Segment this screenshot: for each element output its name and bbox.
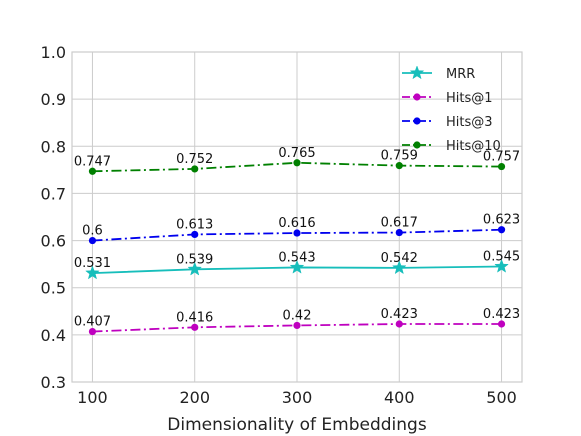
data-label: 0.747: [74, 154, 111, 169]
data-label: 0.6: [82, 224, 103, 239]
data-point: [88, 236, 97, 245]
data-point: [293, 321, 301, 330]
data-point: [391, 260, 407, 275]
series-hits-1: 0.407 0.416 0.42 0.423 0.423: [74, 307, 520, 336]
legend-item: Hits@10: [402, 139, 501, 154]
legend-marker: [413, 141, 421, 149]
x-tick-label: 100: [77, 388, 108, 407]
data-label: 0.531: [74, 256, 111, 271]
data-point: [494, 258, 509, 273]
legend-marker: [409, 65, 425, 80]
data-point: [395, 228, 403, 237]
series-mrr: 0.531 0.539 0.543 0.542 0.545: [74, 250, 520, 280]
legend-item: Hits@3: [402, 115, 493, 130]
y-tick-label: 0.7: [41, 184, 66, 203]
plot-frame: [71, 51, 523, 383]
x-axis: 100 200 300 400 500: [77, 388, 517, 407]
y-tick-label: 1.0: [41, 43, 66, 62]
data-point: [497, 162, 506, 171]
y-tick-label: 0.9: [41, 90, 66, 109]
y-tick-label: 0.5: [41, 279, 66, 298]
data-point: [191, 323, 199, 331]
data-point: [497, 226, 506, 234]
legend-label: MRR: [446, 67, 475, 82]
y-axis: 0.3 0.4 0.5 0.6 0.7 0.8 0.9 1.0: [41, 43, 66, 392]
x-tick-label: 400: [384, 388, 415, 407]
x-tick-label: 200: [179, 388, 210, 407]
data-point: [289, 259, 305, 274]
data-label: 0.542: [381, 251, 418, 266]
data-label: 0.416: [176, 310, 213, 325]
data-point: [85, 265, 100, 280]
legend-item: MRR: [402, 65, 475, 82]
y-tick-label: 0.4: [41, 326, 66, 345]
data-label: 0.423: [483, 307, 520, 322]
data-label: 0.545: [483, 250, 520, 265]
x-axis-label: Dimensionality of Embeddings: [167, 415, 427, 435]
data-label: 0.423: [381, 307, 418, 322]
legend-label: Hits@1: [446, 91, 493, 106]
data-label: 0.407: [74, 315, 111, 330]
data-label: 0.42: [283, 308, 312, 323]
legend-marker: [413, 117, 421, 125]
data-point: [395, 320, 403, 328]
data-point: [293, 229, 301, 237]
data-label: 0.623: [483, 213, 520, 228]
data-point: [191, 230, 199, 239]
data-label: 0.765: [278, 146, 315, 161]
data-label: 0.613: [176, 217, 213, 232]
legend-label: Hits@3: [446, 115, 493, 130]
legend-item: Hits@1: [402, 91, 493, 106]
data-label: 0.543: [278, 250, 315, 265]
data-label: 0.757: [483, 150, 520, 165]
series-hits-3: 0.6 0.613 0.616 0.617 0.623: [82, 213, 520, 245]
data-point: [395, 162, 403, 170]
data-label: 0.616: [278, 216, 315, 231]
legend: MRR Hits@1 Hits@3 Hits@10: [402, 65, 501, 154]
data-point: [88, 327, 97, 336]
data-label: 0.539: [176, 252, 213, 267]
y-tick-label: 0.8: [41, 137, 66, 156]
data-point: [187, 261, 203, 276]
x-tick-label: 300: [282, 388, 313, 407]
y-tick-label: 0.3: [41, 373, 66, 392]
data-point: [293, 159, 301, 167]
legend-label: Hits@10: [446, 139, 501, 154]
y-tick-label: 0.6: [41, 232, 66, 251]
x-tick-label: 500: [486, 388, 517, 407]
series-hits-10: 0.747 0.752 0.765 0.759 0.757: [74, 146, 520, 175]
data-point: [88, 167, 97, 175]
data-point: [497, 320, 506, 328]
data-point: [191, 165, 199, 173]
data-label: 0.617: [381, 216, 418, 231]
legend-marker: [413, 93, 421, 101]
data-label: 0.752: [176, 152, 213, 167]
data-label: 0.759: [381, 149, 418, 164]
